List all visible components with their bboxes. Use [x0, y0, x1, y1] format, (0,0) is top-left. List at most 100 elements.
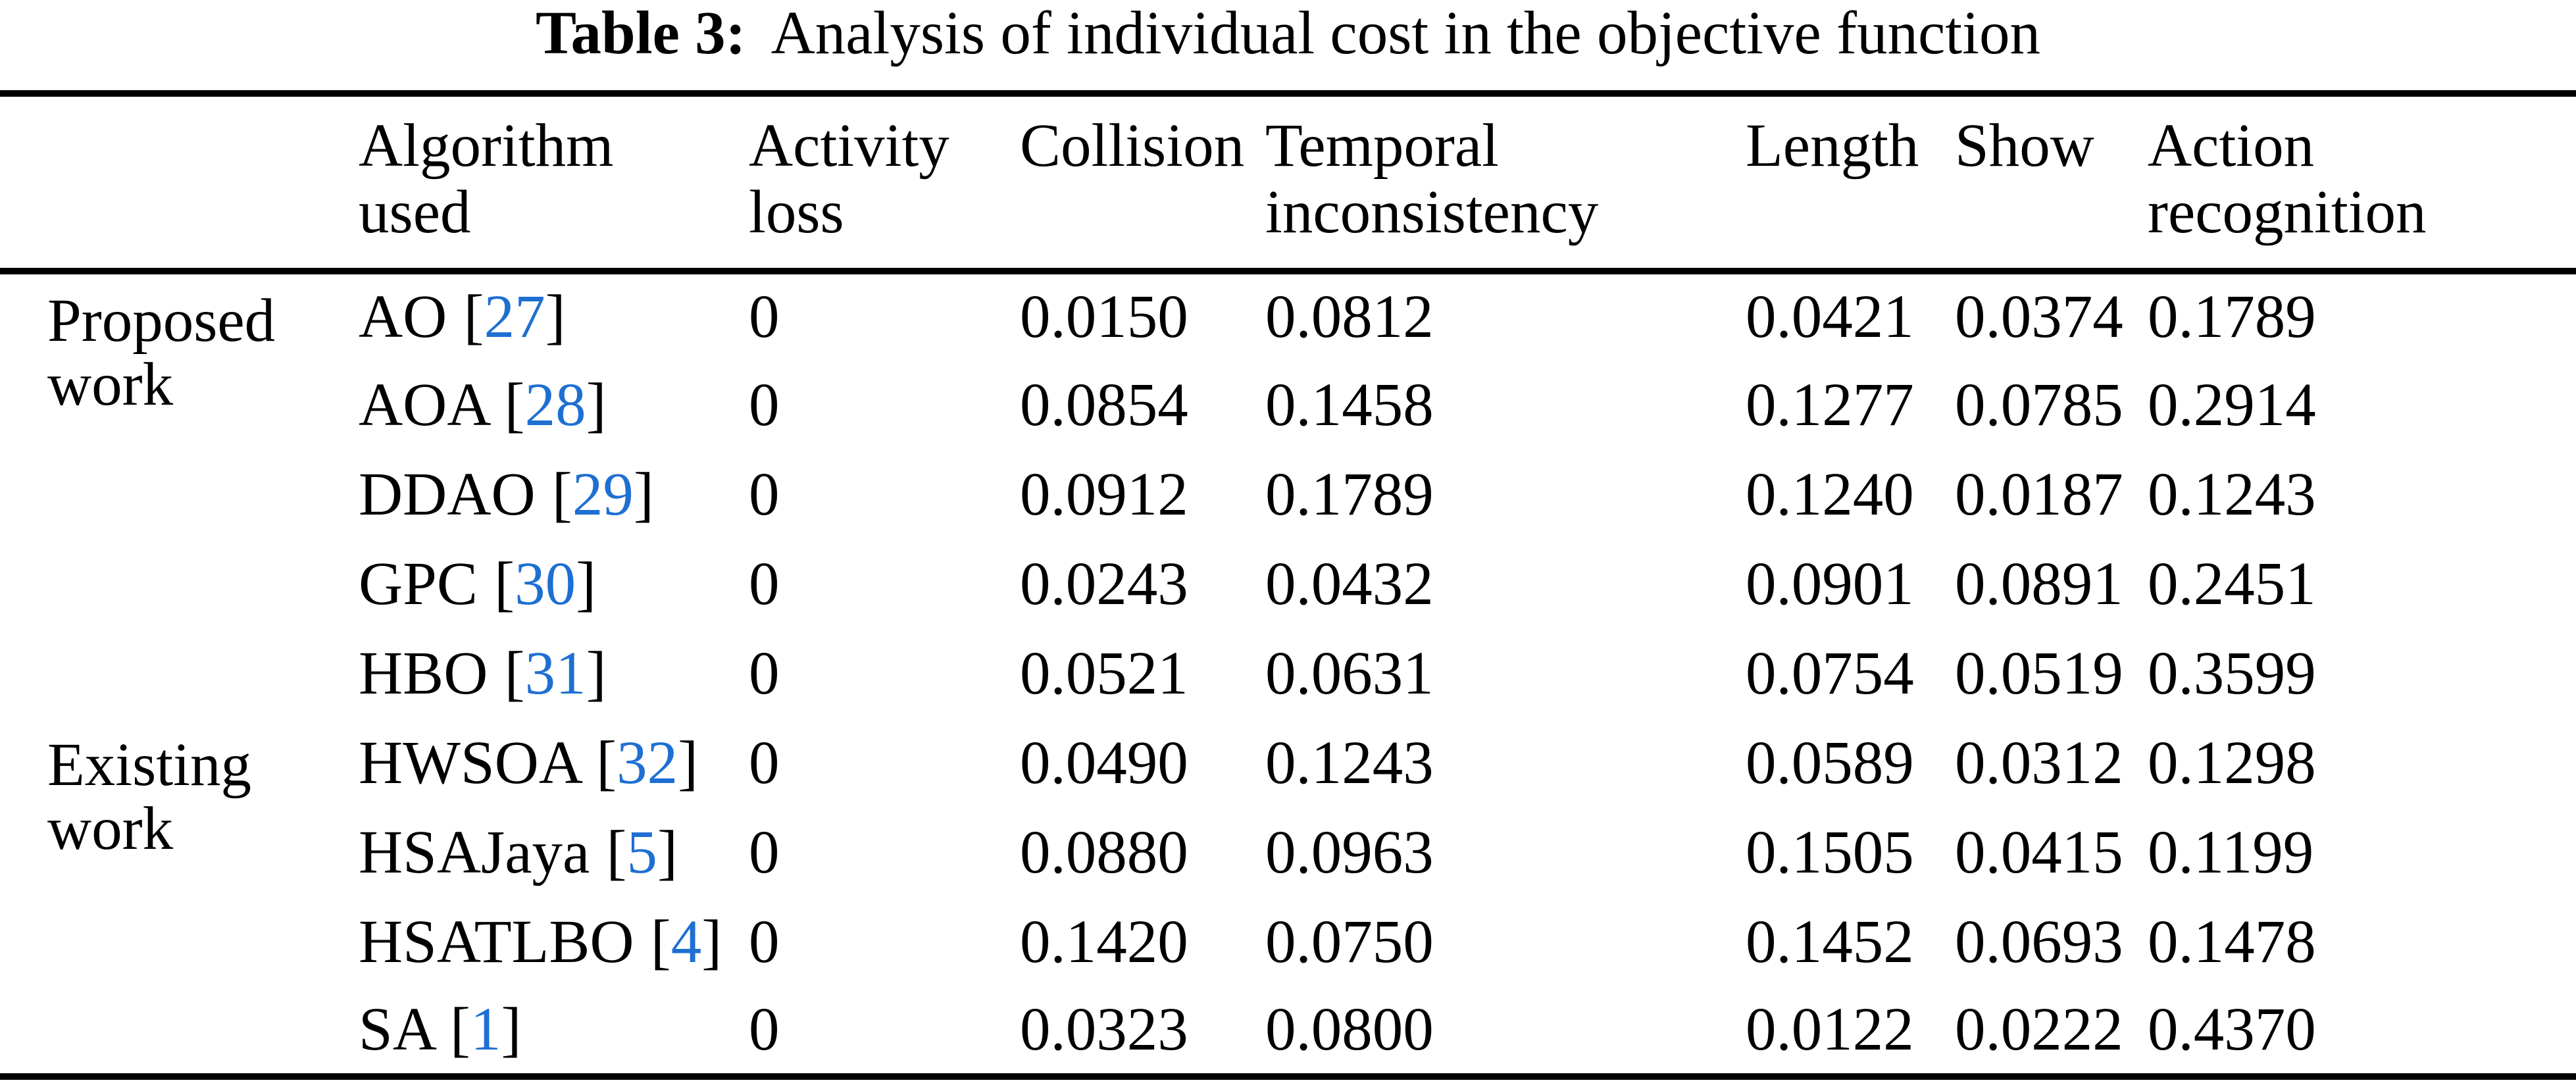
- cell-algorithm: DDAO [29]: [359, 450, 749, 540]
- cell-activity-loss: 0: [749, 370, 780, 439]
- table-row: HSAJaya [5] 0 0.0880 0.0963 0.1505 0.0415 0.11…: [0, 808, 2576, 898]
- cost-analysis-table: Algorithm used Activity loss Collision T…: [0, 90, 2576, 1080]
- citation-bracket-open: [: [606, 818, 627, 886]
- cell-temporal-inconsistency: 0.0800: [1265, 996, 1434, 1064]
- cell-collision: 0.0880: [1020, 818, 1188, 886]
- column-header-algorithm-used: Algorithm used: [359, 93, 749, 274]
- citation-bracket-close: ]: [545, 283, 566, 351]
- cell-show: 0.0891: [1955, 549, 2123, 618]
- citation-link[interactable]: 27: [484, 283, 545, 351]
- cell-length: 0.0754: [1746, 639, 1914, 707]
- cell-temporal-inconsistency: 0.1243: [1265, 728, 1434, 797]
- table-row: HSATLBO [4] 0 0.1420 0.0750 0.1452 0.0693 0.14…: [0, 898, 2576, 987]
- table-row: HBO [31] 0 0.0521 0.0631 0.0754 0.0519 0.3599: [0, 629, 2576, 719]
- citation-link[interactable]: 28: [524, 370, 586, 439]
- cell-show: 0.0222: [1955, 996, 2123, 1064]
- cell-temporal-inconsistency: 0.1789: [1265, 460, 1434, 528]
- cell-temporal-inconsistency: 0.0963: [1265, 818, 1434, 886]
- cell-activity-loss: 0: [749, 283, 780, 351]
- citation-bracket-close: ]: [657, 818, 678, 886]
- cell-length: 0.0122: [1746, 996, 1914, 1064]
- cell-algorithm: GPC [30]: [359, 540, 749, 629]
- citation-link[interactable]: 1: [470, 996, 501, 1064]
- algorithm-name: AOA: [359, 370, 503, 439]
- cell-length: 0.1277: [1746, 370, 1914, 439]
- cell-length: 0.0421: [1746, 283, 1914, 351]
- citation-bracket-open: [: [504, 639, 525, 707]
- column-header-collision: Collision: [1020, 93, 1265, 274]
- column-header-action-recognition: Action recognition: [2148, 93, 2576, 274]
- column-header-temporal-inconsistency: Temporal inconsistency: [1265, 93, 1746, 274]
- cell-activity-loss: 0: [749, 996, 780, 1064]
- table-caption-number: Table 3:: [536, 0, 746, 67]
- cell-length: 0.1240: [1746, 460, 1914, 528]
- cell-algorithm: HSATLBO [4]: [359, 898, 749, 987]
- cell-show: 0.0312: [1955, 728, 2123, 797]
- table-row: Existing work HWSOA [32] 0 0.0490 0.1243 0.05…: [0, 719, 2576, 861]
- column-header-length: Length: [1746, 93, 1955, 274]
- cell-action-recognition: 0.2914: [2148, 370, 2316, 439]
- header-row: Algorithm used Activity loss Collision T…: [0, 93, 2576, 274]
- column-header-group: [0, 93, 359, 274]
- cell-algorithm: AOA [28]: [359, 361, 749, 450]
- cell-collision: 0.0150: [1020, 283, 1188, 351]
- table-caption: Table 3: Analysis of individual cost in …: [0, 0, 2576, 90]
- citation-bracket-open: [: [450, 996, 470, 1064]
- citation-link[interactable]: 31: [524, 639, 586, 707]
- cell-temporal-inconsistency: 0.0432: [1265, 549, 1434, 618]
- cell-action-recognition: 0.1243: [2148, 460, 2316, 528]
- citation-bracket-close: ]: [701, 907, 722, 976]
- cell-action-recognition: 0.4370: [2148, 996, 2316, 1064]
- algorithm-name: DDAO: [359, 460, 551, 528]
- cell-temporal-inconsistency: 0.0631: [1265, 639, 1434, 707]
- citation-link[interactable]: 29: [572, 460, 634, 528]
- cell-activity-loss: 0: [749, 728, 780, 797]
- cell-algorithm: AO [27]: [359, 271, 749, 361]
- group-label-cell: Proposed work: [47, 287, 276, 419]
- citation-bracket-close: ]: [586, 370, 607, 439]
- citation-bracket-open: [: [494, 549, 515, 618]
- table-body: Proposed work AO [27] 0 0.0150 0.0812 0.0421 0…: [0, 271, 2576, 1077]
- citation-link[interactable]: 30: [515, 549, 576, 618]
- algorithm-name: HBO: [359, 639, 503, 707]
- citation-bracket-close: ]: [501, 996, 522, 1064]
- cell-algorithm: HBO [31]: [359, 629, 749, 719]
- cell-length: 0.0589: [1746, 728, 1914, 797]
- table-row: Proposed work AO [27] 0 0.0150 0.0812 0.0421 0…: [0, 271, 2576, 417]
- citation-link[interactable]: 5: [626, 818, 658, 886]
- algorithm-name: AO: [359, 283, 463, 351]
- cell-show: 0.0187: [1955, 460, 2123, 528]
- cell-length: 0.1505: [1746, 818, 1914, 886]
- cell-show: 0.0693: [1955, 907, 2123, 976]
- cell-activity-loss: 0: [749, 907, 780, 976]
- cell-activity-loss: 0: [749, 460, 780, 528]
- cell-activity-loss: 0: [749, 639, 780, 707]
- algorithm-name: HSATLBO: [359, 907, 649, 976]
- cell-show: 0.0519: [1955, 639, 2123, 707]
- citation-bracket-open: [: [596, 728, 617, 797]
- cell-collision: 0.0490: [1020, 728, 1188, 797]
- column-header-activity-loss: Activity loss: [749, 93, 1020, 274]
- citation-bracket-open: [: [650, 907, 671, 976]
- citation-bracket-close: ]: [633, 460, 654, 528]
- citation-bracket-open: [: [463, 283, 484, 351]
- cell-collision: 0.0854: [1020, 370, 1188, 439]
- group-label-cell: Existing work: [47, 731, 252, 863]
- cell-temporal-inconsistency: 0.0812: [1265, 283, 1434, 351]
- table-row: GPC [30] 0 0.0243 0.0432 0.0901 0.0891 0.2451: [0, 540, 2576, 629]
- algorithm-name: SA: [359, 996, 449, 1064]
- cell-show: 0.0415: [1955, 818, 2123, 886]
- algorithm-name: HWSOA: [359, 728, 595, 797]
- cell-length: 0.0901: [1746, 549, 1914, 618]
- citation-bracket-close: ]: [678, 728, 699, 797]
- cell-collision: 0.0521: [1020, 639, 1188, 707]
- citation-link[interactable]: 32: [617, 728, 678, 797]
- cell-action-recognition: 0.1298: [2148, 728, 2316, 797]
- cell-algorithm: SA [1]: [359, 987, 749, 1077]
- cell-show: 0.0785: [1955, 370, 2123, 439]
- citation-bracket-close: ]: [586, 639, 607, 707]
- citation-link[interactable]: 4: [670, 907, 702, 976]
- table-row: DDAO [29] 0 0.0912 0.1789 0.1240 0.0187 0.1243: [0, 450, 2576, 540]
- cell-collision: 0.1420: [1020, 907, 1188, 976]
